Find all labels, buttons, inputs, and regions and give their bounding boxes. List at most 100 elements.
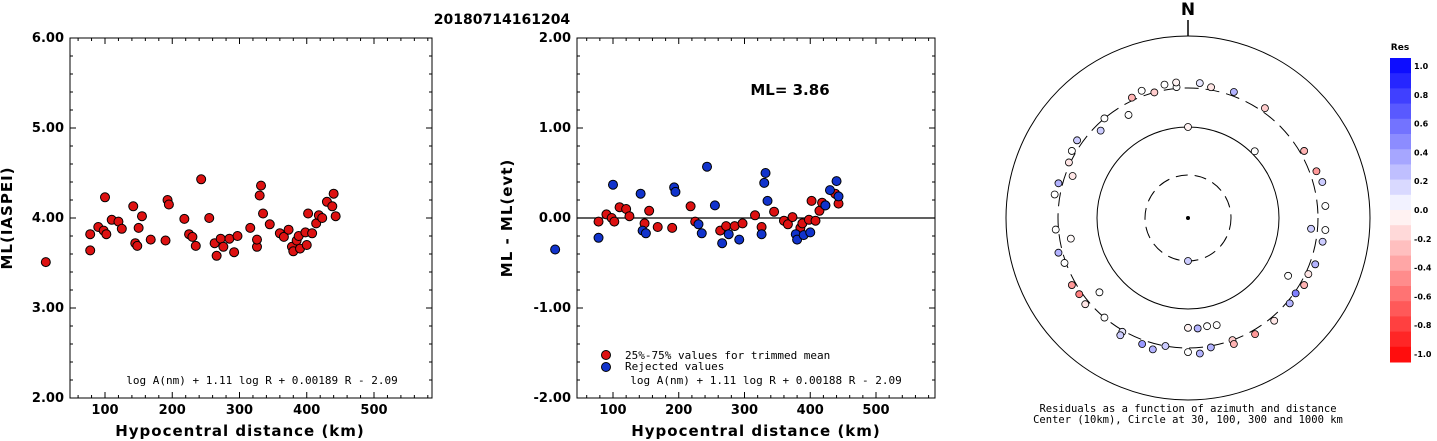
range-circle-1000km	[1005, 35, 1371, 401]
north-label: N	[1181, 0, 1195, 20]
residual-point	[1160, 80, 1169, 89]
residual-point	[1096, 126, 1105, 135]
residual-point	[1206, 343, 1215, 352]
data-point	[132, 240, 143, 251]
residual-point	[1172, 78, 1181, 87]
data-point	[116, 223, 127, 234]
data-point	[810, 215, 821, 226]
y-tick-label: 6.00	[32, 31, 64, 46]
data-point	[760, 168, 771, 178]
data-point	[824, 185, 835, 196]
residual-point	[1195, 79, 1204, 88]
data-point	[737, 218, 748, 229]
residual-point	[1212, 321, 1221, 329]
residual-point	[1060, 259, 1069, 267]
residual-point	[1229, 88, 1238, 96]
data-point	[303, 208, 314, 219]
data-point	[734, 234, 745, 245]
colorbar-cell	[1390, 255, 1411, 272]
y-tick-label: 3.00	[32, 301, 64, 316]
colorbar-cell	[1390, 164, 1411, 181]
data-point	[283, 224, 294, 235]
residual-point	[1161, 342, 1170, 350]
data-point	[787, 212, 798, 223]
data-point	[187, 231, 198, 242]
colorbar-cell	[1390, 240, 1411, 257]
y-tick-label: 4.00	[32, 211, 64, 226]
colorbar-cell	[1390, 301, 1411, 317]
data-point	[759, 177, 770, 188]
colorbar-cell	[1390, 270, 1411, 287]
data-point	[258, 208, 269, 219]
data-point	[196, 174, 207, 185]
residual-point	[1064, 158, 1073, 167]
colorbar-cell	[1390, 346, 1411, 363]
data-point	[317, 213, 328, 223]
data-point	[702, 161, 713, 172]
colorbar-tick-label: 1.0	[1414, 62, 1429, 71]
legend-label-trimmed: 25%-75% values for trimmed mean	[625, 349, 830, 362]
colorbar-tick-label: 0.0	[1414, 206, 1429, 215]
residual-point	[1138, 340, 1147, 348]
data-point	[805, 227, 816, 238]
data-point	[85, 245, 96, 256]
colorbar-cell	[1390, 316, 1411, 333]
ml-annotation: ML= 3.86	[750, 81, 829, 99]
residual-point	[1195, 349, 1204, 358]
colorbar-cell	[1390, 73, 1411, 89]
residual-point	[1116, 331, 1125, 340]
residual-point	[1318, 178, 1327, 186]
colorbar-tick-label: 0.8	[1414, 91, 1429, 100]
azimuth-residual-plot: N Residuals as a function of azimuth and…	[1005, 0, 1371, 426]
data-point	[232, 231, 243, 241]
data-point	[133, 222, 144, 233]
colorbar-tick-label: -0.8	[1414, 321, 1432, 330]
colorbar-tick-label: -0.2	[1414, 235, 1432, 244]
legend-marker-trimmed	[601, 350, 611, 360]
residual-point	[1054, 179, 1063, 188]
data-point	[163, 199, 174, 210]
colorbar-cell	[1390, 58, 1411, 74]
residual-point	[1184, 123, 1192, 131]
colorbar-cell	[1390, 194, 1411, 211]
data-point	[644, 205, 655, 216]
residual-point	[1148, 345, 1157, 354]
figure-title: 20180714161204	[434, 12, 571, 28]
data-point	[128, 201, 139, 212]
data-point	[750, 210, 761, 221]
range-circle-300km	[1057, 87, 1319, 349]
colorbar-tick-label: 0.4	[1414, 148, 1429, 157]
residual-point	[1150, 88, 1159, 97]
residual-point	[1284, 271, 1293, 280]
residual-point	[1184, 323, 1192, 332]
data-point	[179, 213, 190, 224]
data-point	[211, 250, 222, 261]
residual-point	[1261, 104, 1269, 113]
data-point	[229, 247, 240, 258]
colorbar-cell	[1390, 286, 1411, 302]
ml-residual-panel: -2.00 -1.00 0.00 1.00 2.00 100 200 300 400 500 ML…	[498, 31, 936, 440]
residual-point	[1184, 257, 1192, 265]
polar-caption-line1: Residuals as a function of azimuth and d…	[1039, 403, 1336, 415]
x-tick-label: 100	[91, 403, 118, 418]
data-point	[190, 240, 201, 251]
residual-point	[1318, 237, 1327, 246]
residual-point	[1050, 190, 1059, 199]
x-tick-label: 300	[226, 403, 253, 418]
data-point	[85, 229, 96, 240]
data-point	[609, 216, 620, 227]
residual-point	[1184, 348, 1192, 357]
x-axis-label: Hypocentral distance (km)	[631, 422, 881, 440]
data-point	[254, 190, 265, 201]
data-point	[693, 219, 704, 230]
residual-point	[1321, 202, 1330, 210]
x-tick-label: 400	[293, 403, 320, 418]
residual-point	[1229, 340, 1238, 348]
residual-colorbar: Res 1.0 0.8 0.6 0.4 0.2 0.0 -0.2 -0.4 -0.6 -0.8 -1…	[1390, 43, 1432, 363]
formula-text: log A(nm) + 1.11 log R + 0.00189 R - 2.0…	[126, 374, 398, 387]
data-point	[696, 228, 707, 239]
data-point	[245, 222, 256, 233]
residual-point	[1193, 324, 1202, 333]
data-point	[806, 195, 817, 206]
